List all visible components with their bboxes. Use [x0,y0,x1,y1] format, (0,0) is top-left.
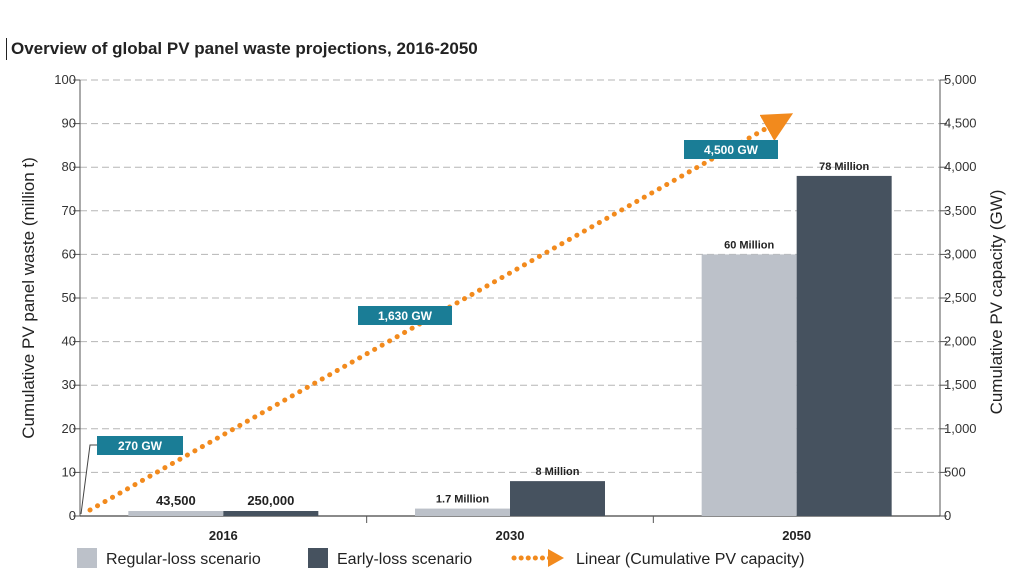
y2-tick-label: 2,000 [944,334,977,349]
y2-tick-label: 3,000 [944,246,977,261]
y2-tick-label: 4,500 [944,116,977,131]
gw-label: 4,500 GW [704,143,759,157]
y-tick-label: 90 [62,116,76,131]
gw-label-box [358,306,452,325]
y2-axis-title: Cumulative PV capacity (GW) [987,190,1006,415]
gridlines [80,79,940,473]
legend-arrow-icon [548,549,564,567]
early-loss-label-2050: 78 Million [819,161,869,173]
y-tick-label: 80 [62,159,76,174]
y-tick-label: 70 [62,203,76,218]
x-tick-label: 2016 [209,528,238,543]
chart-title: Overview of global PV panel waste projec… [6,38,478,60]
y-tick-label: 60 [62,246,76,261]
regular-loss-bar-2016 [128,511,224,516]
regular-loss-bar-2030 [415,508,510,516]
legend-label-capacity: Linear (Cumulative PV capacity) [576,551,805,568]
data-labels: 43,500 1.7 Million 60 Million 250,000 8 Mill… [156,161,870,508]
early-loss-bar-2030 [510,481,605,516]
regular-loss-label-2030: 1.7 Million [436,494,489,506]
y-tick-label: 30 [62,377,76,392]
gw-label-box [97,436,183,455]
gw-label: 1,630 GW [378,309,433,323]
y2-tick-label: 5,000 [944,72,977,87]
y2-tick-label: 3,500 [944,203,977,218]
y-tick-label: 10 [62,464,76,479]
x-tick-label: 2030 [496,528,525,543]
gw-label: 270 GW [118,439,163,453]
y2-tick-label: 1,500 [944,377,977,392]
regular-loss-label-2050: 60 Million [724,239,774,251]
regular-loss-label-2016: 43,500 [156,493,196,508]
early-loss-bar-2050 [796,175,892,517]
y2-tick-label: 0 [944,508,951,523]
legend-swatch-early-loss [308,548,328,568]
y-tick-label: 20 [62,421,76,436]
legend-label-regular-loss: Regular-loss scenario [106,551,261,568]
bars [128,175,892,517]
y2-tick-label: 500 [944,464,966,479]
gw-label-box [684,140,778,159]
y2-tick-label: 4,000 [944,159,977,174]
regular-loss-bar-2050 [701,254,797,516]
y-tick-label: 40 [62,334,76,349]
y-tick-label: 0 [69,508,76,523]
legend-swatch-regular-loss [77,548,97,568]
y2-tick-label: 1,000 [944,421,977,436]
y-tick-label: 100 [54,72,76,87]
y-axis-title: Cumulative PV panel waste (million t) [19,157,38,439]
early-loss-label-2030: 8 Million [536,466,580,478]
legend-label-early-loss: Early-loss scenario [337,551,472,568]
y2-tick-label: 2,500 [944,290,977,305]
legend: Regular-loss scenario Early-loss scenario… [77,548,805,568]
x-tick-label: 2050 [782,528,811,543]
early-loss-bar-2016 [223,511,319,516]
capacity-line: 270 GW 1,630 GW 4,500 GW [80,113,794,515]
early-loss-label-2016: 250,000 [247,493,294,508]
gw-leader-line [80,444,97,515]
y-tick-label: 50 [62,290,76,305]
